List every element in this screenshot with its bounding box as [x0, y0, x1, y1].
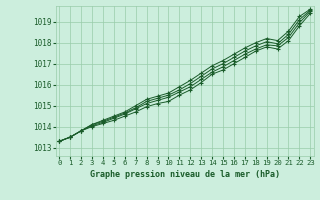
X-axis label: Graphe pression niveau de la mer (hPa): Graphe pression niveau de la mer (hPa) [90, 170, 280, 179]
